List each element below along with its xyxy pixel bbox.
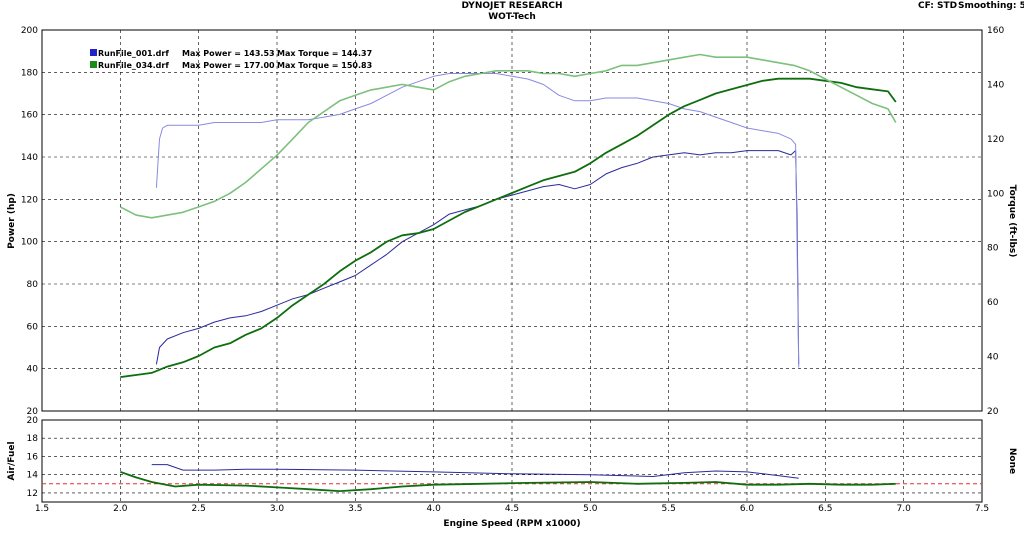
power-tick-40: 40 xyxy=(27,365,39,375)
afr-right-axis-label: None xyxy=(1007,448,1017,474)
power-tick-200: 200 xyxy=(21,26,38,36)
afr-axis-label: Air/Fuel xyxy=(7,441,17,480)
afr-tick-16: 16 xyxy=(27,452,39,462)
afr-tick-12: 12 xyxy=(27,489,38,499)
legend: RunFile_001.drf Max Power = 143.53 Max T… xyxy=(90,49,372,70)
x-tick-2.5: 2.5 xyxy=(192,504,206,514)
power-tick-160: 160 xyxy=(21,111,38,121)
x-tick-4.5: 4.5 xyxy=(505,504,519,514)
x-tick-2.0: 2.0 xyxy=(113,504,128,514)
power-tick-140: 140 xyxy=(21,153,38,163)
power-tick-100: 100 xyxy=(21,238,38,248)
torque-tick-140: 140 xyxy=(987,80,1004,90)
x-tick-5.0: 5.0 xyxy=(583,504,598,514)
torque-axis-label: Torque (ft-lbs) xyxy=(1007,185,1017,258)
chart-title: DYNOJET RESEARCH xyxy=(461,1,562,11)
afr-tick-14: 14 xyxy=(27,471,39,481)
main-grid xyxy=(42,30,982,411)
torque-tick-120: 120 xyxy=(987,135,1004,145)
legend-file-run001: RunFile_001.drf xyxy=(98,49,169,58)
x-tick-6.5: 6.5 xyxy=(818,504,832,514)
afr-tick-18: 18 xyxy=(27,434,39,444)
torque-tick-80: 80 xyxy=(987,244,999,254)
legend-maxpower-run034: Max Power = 177.00 xyxy=(182,61,275,70)
afr-series xyxy=(42,464,982,493)
power-axis-label: Power (hp) xyxy=(7,193,17,249)
legend-file-run034: RunFile_034.drf xyxy=(98,61,169,70)
torque-tick-100: 100 xyxy=(987,189,1004,199)
x-tick-7.5: 7.5 xyxy=(975,504,989,514)
cf-label: CF: STD xyxy=(918,1,957,11)
x-tick-3.5: 3.5 xyxy=(348,504,362,514)
afr-tick-20: 20 xyxy=(27,416,39,426)
torque-tick-60: 60 xyxy=(987,298,999,308)
x-axis-label: Engine Speed (RPM x1000) xyxy=(443,519,580,529)
power-tick-20: 20 xyxy=(27,407,39,417)
main-plot-area xyxy=(41,29,983,412)
torque-tick-40: 40 xyxy=(987,353,999,363)
legend-maxtorque-run001: Max Torque = 144.37 xyxy=(277,49,372,58)
legend-maxpower-run001: Max Power = 143.53 xyxy=(182,49,275,58)
smoothing-label: Smoothing: 5 xyxy=(958,1,1024,11)
x-tick-labels: 1.5 2.0 2.5 3.0 3.5 4.0 4.5 5.0 5.5 6.0 6.5 7.0 7.5 xyxy=(35,504,989,514)
main-series xyxy=(119,53,897,378)
torque-tick-labels: 20 40 60 80 100 120 140 160 xyxy=(987,26,1004,417)
x-tick-6.0: 6.0 xyxy=(740,504,755,514)
x-tick-5.5: 5.5 xyxy=(662,504,676,514)
x-tick-4.0: 4.0 xyxy=(427,504,442,514)
legend-swatch-run034 xyxy=(90,61,97,68)
chart-subtitle: WOT-Tech xyxy=(488,12,536,22)
series-runfile034drf-power xyxy=(120,77,897,378)
power-tick-120: 120 xyxy=(21,195,38,205)
torque-tick-160: 160 xyxy=(987,26,1004,36)
x-tick-1.5: 1.5 xyxy=(35,504,49,514)
afr-grid xyxy=(42,420,982,502)
afr-tick-labels: 12 14 16 18 20 xyxy=(27,416,39,499)
afr-series-runfile034drf xyxy=(120,471,896,493)
x-tick-7.0: 7.0 xyxy=(897,504,912,514)
legend-maxtorque-run034: Max Torque = 150.83 xyxy=(277,61,372,70)
x-tick-3.0: 3.0 xyxy=(270,504,285,514)
legend-swatch-run001 xyxy=(90,49,97,56)
torque-tick-20: 20 xyxy=(987,407,999,417)
power-tick-80: 80 xyxy=(27,280,39,290)
power-tick-60: 60 xyxy=(27,322,39,332)
power-tick-180: 180 xyxy=(21,68,38,78)
afr-series-runfile001drf xyxy=(151,464,799,479)
power-tick-labels: 20 40 60 80 100 120 140 160 180 200 xyxy=(21,26,38,417)
series-runfile034drf-torque xyxy=(119,53,897,219)
